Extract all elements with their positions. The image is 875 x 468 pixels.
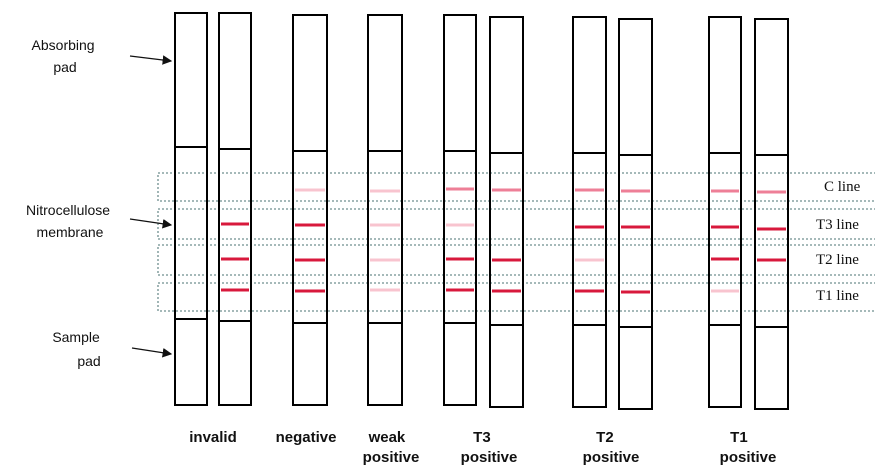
strip-5 (443, 14, 477, 406)
part-labels: Absorbing pad Nitrocellulose membrane Sa… (26, 37, 173, 369)
t3-line-label: T3 line (816, 217, 859, 233)
absorbing-pad-label: Absorbing pad (32, 37, 99, 75)
strip-1 (174, 12, 208, 406)
bands (221, 187, 786, 294)
caption-invalid: invalid (189, 429, 237, 446)
strip-9 (708, 16, 742, 408)
caption-t3-positive: T3 positive (461, 429, 518, 466)
caption-t1-positive: T1 positive (720, 429, 777, 466)
strip-2 (218, 12, 252, 406)
strip-8 (618, 18, 653, 410)
strips (174, 12, 789, 410)
strip-6 (489, 16, 524, 408)
sample-pad-arrow (131, 347, 173, 358)
zones (157, 172, 875, 312)
zone-t2 (157, 244, 875, 276)
caption-negative: negative (276, 429, 337, 446)
line-labels: C line T3 line T2 line T1 line (816, 179, 861, 304)
zone-t1 (157, 282, 875, 312)
strip-3 (292, 14, 328, 406)
t1-line-label: T1 line (816, 288, 859, 304)
strip-4 (367, 14, 403, 406)
c-line-label: C line (824, 179, 861, 195)
absorbing-pad-arrow (129, 55, 173, 65)
zone-t3 (157, 208, 875, 240)
captions: invalid negative weak positive T3 positi… (189, 429, 776, 466)
caption-t2-positive: T2 positive (583, 429, 640, 466)
membrane-arrow (129, 218, 173, 229)
strip-10 (754, 18, 789, 410)
membrane-label: Nitrocellulose membrane (26, 202, 114, 240)
caption-weak-positive: weak positive (363, 429, 420, 466)
sample-pad-label: Sample pad (52, 329, 103, 369)
zone-c (157, 172, 875, 202)
t2-line-label: T2 line (816, 252, 859, 268)
strip-7 (572, 16, 607, 408)
